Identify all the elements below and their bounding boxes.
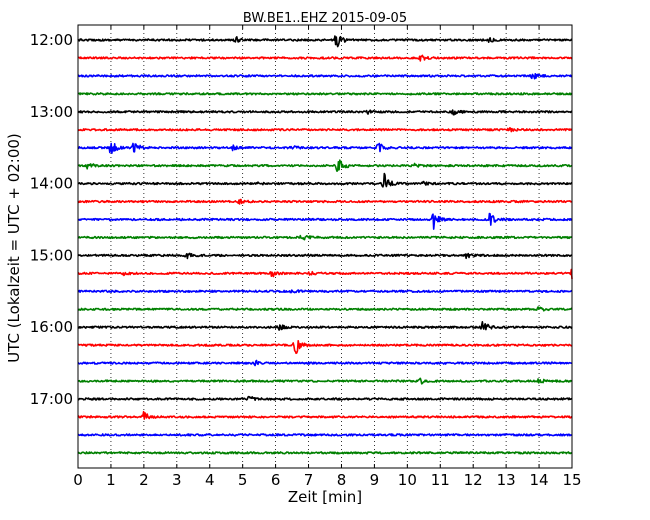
trace-line (77, 92, 573, 96)
x-tick-label: 9 (370, 471, 380, 489)
trace-line (77, 268, 573, 280)
x-tick-label: 1 (106, 471, 116, 489)
trace-line (77, 340, 573, 355)
trace-line (77, 395, 573, 401)
trace-line (77, 289, 573, 294)
x-tick-label: 12 (464, 471, 483, 489)
y-axis-label: UTC (Lokalzeit = UTC + 02:00) (5, 133, 23, 363)
trace-line (77, 54, 573, 62)
trace-line (77, 159, 573, 172)
x-tick-label: 8 (337, 471, 347, 489)
x-axis-label: Zeit [min] (287, 488, 363, 506)
trace-line (77, 359, 573, 367)
y-tick-label: 15:00 (30, 246, 73, 264)
x-tick-label: 3 (172, 471, 182, 489)
trace-line (77, 35, 573, 48)
trace-line (77, 410, 573, 420)
x-tick-label: 14 (530, 471, 549, 489)
trace-line (77, 142, 573, 154)
x-tick-label: 11 (431, 471, 450, 489)
x-tick-label: 10 (398, 471, 417, 489)
x-tick-label: 6 (271, 471, 281, 489)
trace-line (77, 172, 573, 188)
chart-title: BW.BE1..EHZ 2015-09-05 (242, 11, 408, 26)
trace-line (77, 212, 573, 230)
trace-line (77, 234, 573, 241)
y-tick-label: 16:00 (30, 318, 73, 336)
x-tick-label: 15 (562, 471, 581, 489)
trace-line (77, 433, 573, 437)
y-tick-label: 14:00 (30, 175, 73, 193)
y-tick-label: 12:00 (30, 31, 73, 49)
x-tick-label: 5 (238, 471, 248, 489)
x-tick-label: 0 (73, 471, 83, 489)
trace-line (77, 109, 573, 116)
trace-line (77, 321, 573, 331)
trace-line (77, 451, 573, 455)
trace-line (77, 377, 573, 385)
y-tick-label: 17:00 (30, 390, 73, 408)
trace-line (77, 198, 573, 205)
x-tick-label: 2 (139, 471, 149, 489)
x-tick-label: 7 (304, 471, 314, 489)
x-tick-label: 13 (497, 471, 516, 489)
trace-line (77, 127, 573, 133)
trace-line (77, 306, 573, 312)
trace-line (77, 252, 573, 260)
trace-line (77, 73, 573, 80)
plot-frame (77, 24, 573, 469)
y-tick-label: 13:00 (30, 103, 73, 121)
x-tick-label: 4 (205, 471, 215, 489)
